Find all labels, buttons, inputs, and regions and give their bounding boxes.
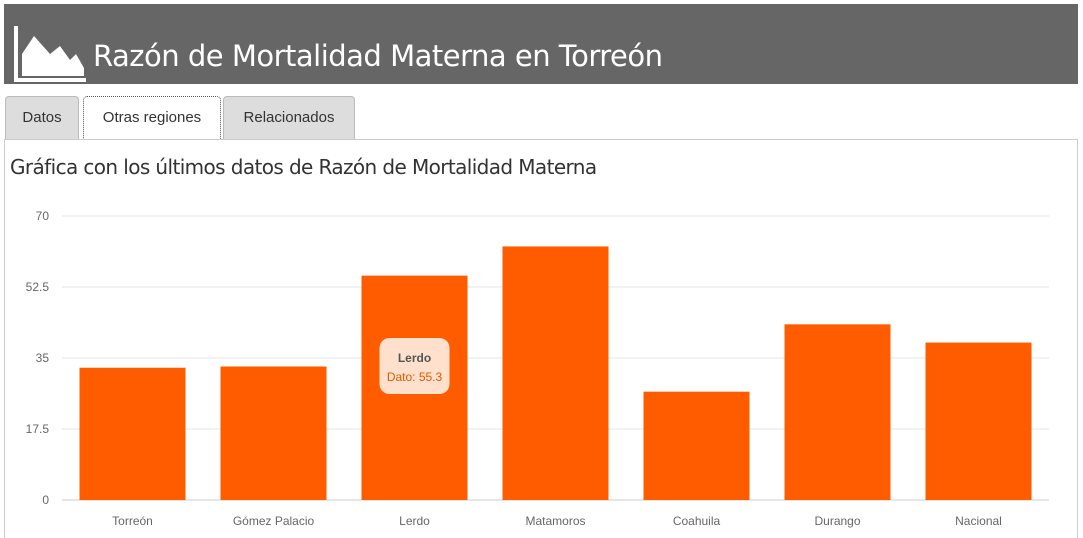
tab-relacionados[interactable]: Relacionados [223, 96, 355, 139]
bar-0[interactable] [79, 367, 186, 500]
app-header: Razón de Mortalidad Materna en Torreón [4, 4, 1078, 84]
tooltip-value: Dato: 55.3 [387, 370, 443, 384]
tab-datos[interactable]: Datos [5, 96, 79, 139]
x-tick-label: Matamoros [525, 514, 585, 528]
y-tick-label: 52.5 [26, 280, 50, 294]
x-tick-label: Torreón [112, 514, 153, 528]
y-tick-label: 17.5 [26, 422, 50, 436]
bar-3[interactable] [502, 246, 609, 500]
bar-4[interactable] [643, 391, 750, 500]
tab-otras-regiones[interactable]: Otras regiones [83, 96, 221, 140]
chart-subtitle: Gráfica con los últimos datos de Razón d… [10, 155, 597, 179]
bar-6[interactable] [925, 342, 1032, 500]
y-tick-label: 0 [42, 493, 49, 507]
x-tick-label: Coahuila [673, 514, 721, 528]
bar-5[interactable] [784, 324, 891, 500]
x-tick-label: Nacional [955, 514, 1002, 528]
x-tick-label: Durango [814, 514, 860, 528]
area-chart-icon [14, 26, 86, 82]
y-tick-label: 35 [36, 351, 50, 365]
x-tick-label: Gómez Palacio [233, 514, 315, 528]
bar-1[interactable] [220, 366, 327, 500]
tooltip-title: Lerdo [398, 351, 431, 365]
y-tick-label: 70 [36, 209, 50, 223]
x-tick-label: Lerdo [399, 514, 430, 528]
page-title: Razón de Mortalidad Materna en Torreón [93, 39, 663, 73]
tooltip [379, 338, 450, 394]
